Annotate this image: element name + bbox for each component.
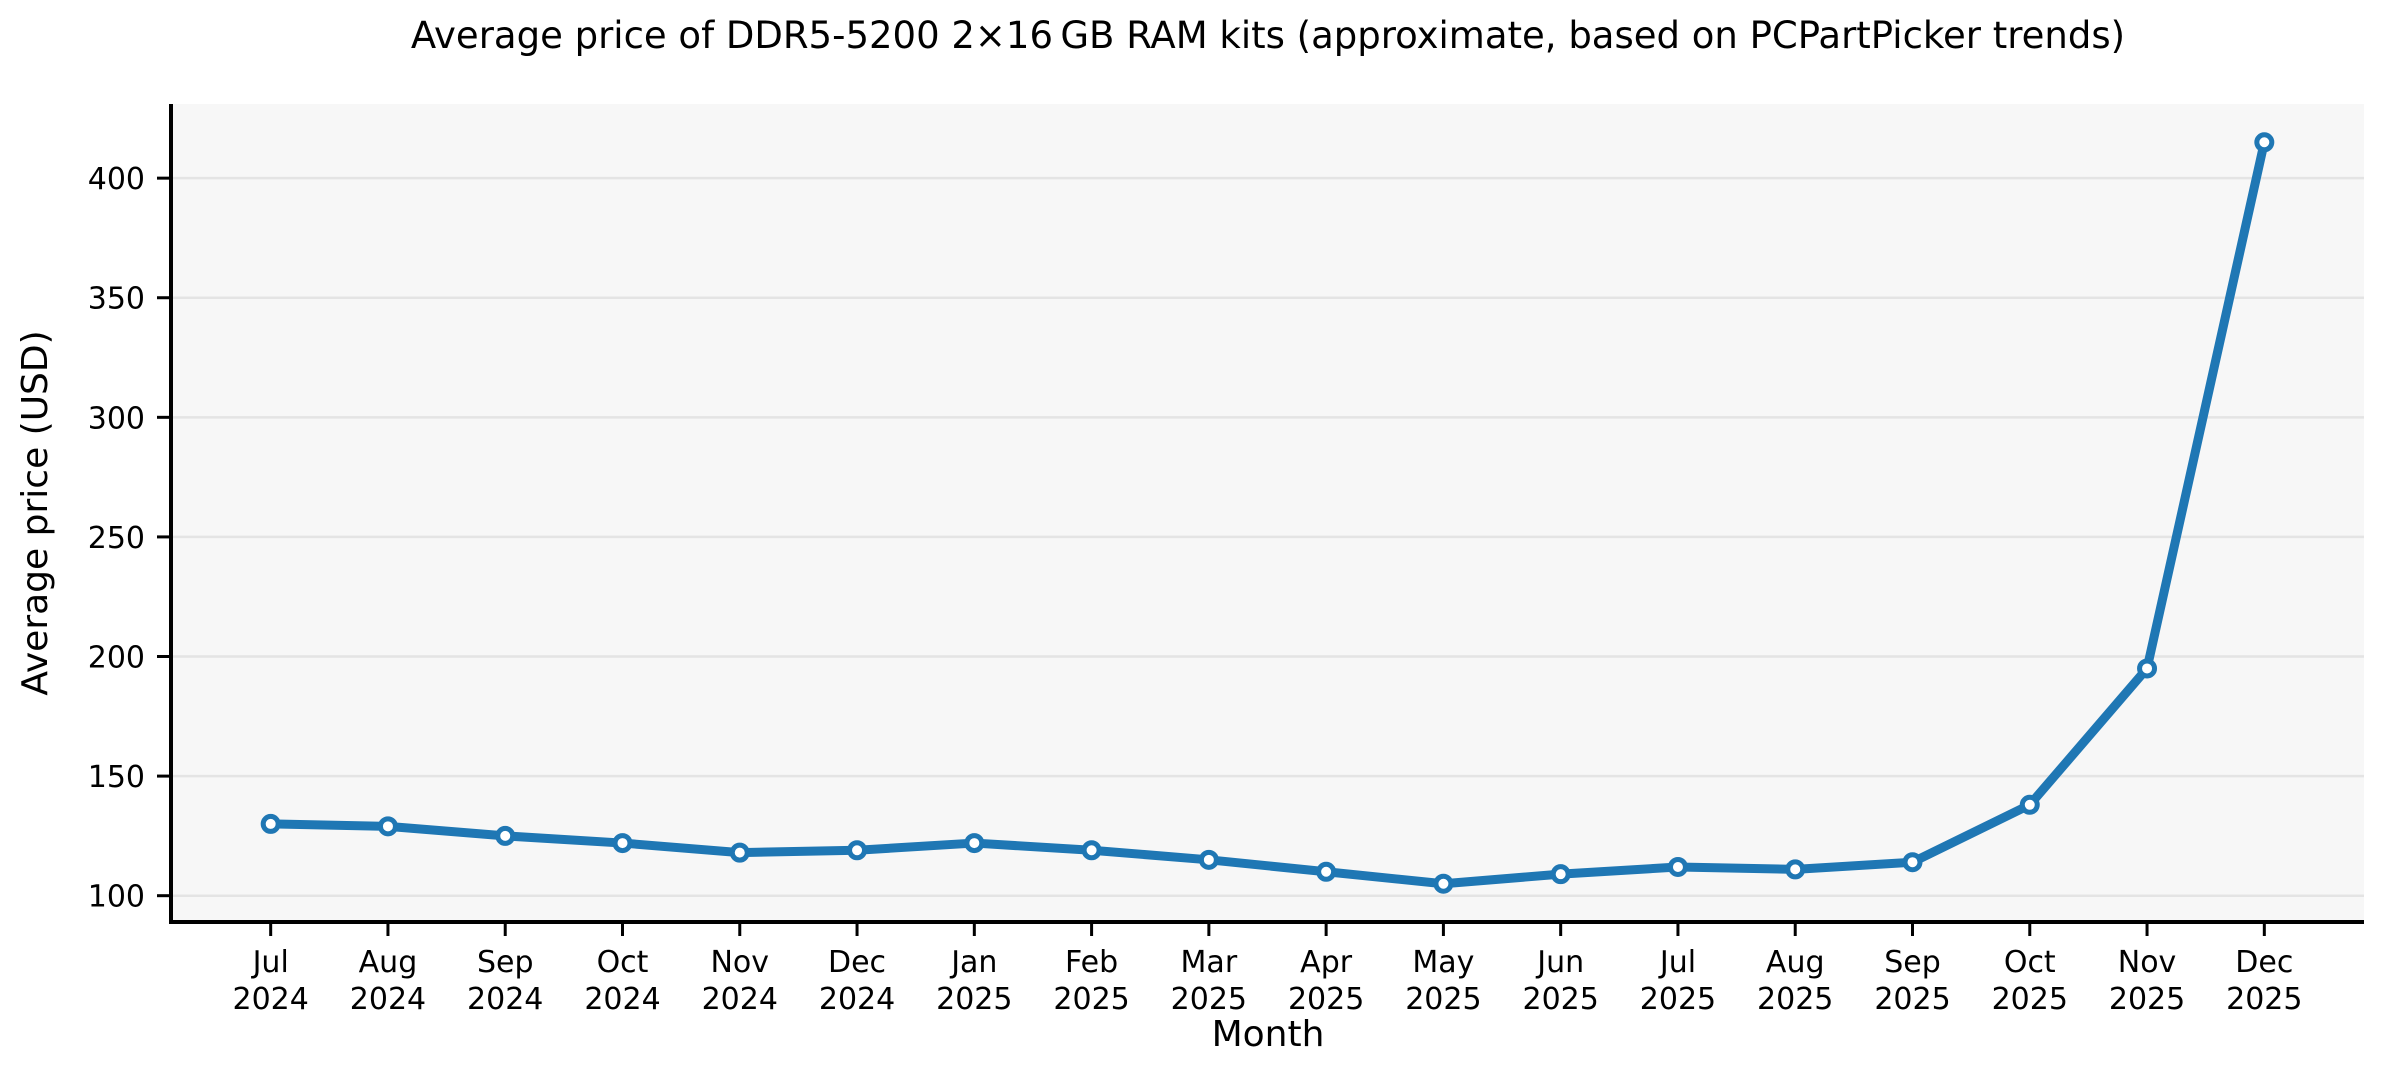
x-tick-label: Aug 2024 [350, 945, 426, 1017]
y-tick-label: 250 [88, 521, 145, 556]
chart-title: Average price of DDR5-5200 2×16 GB RAM k… [411, 14, 2125, 57]
x-tick-label: Mar 2025 [1171, 945, 1247, 1017]
x-tick-label: Nov 2024 [702, 945, 778, 1017]
x-tick-label: Oct 2024 [584, 945, 660, 1017]
y-tick-label: 300 [88, 401, 145, 436]
data-point-marker [1902, 852, 1923, 873]
y-tick-label: 100 [88, 880, 145, 915]
x-tick-label: Jan 2025 [936, 945, 1012, 1017]
data-point-marker [1198, 849, 1219, 870]
data-point-marker [495, 825, 516, 846]
data-point-marker [729, 842, 750, 863]
y-axis-title: Average price (USD) [15, 330, 56, 695]
x-tick-label: Jun 2025 [1523, 945, 1599, 1017]
x-tick-label: Feb 2025 [1053, 945, 1129, 1017]
x-tick-label: Nov 2025 [2109, 945, 2185, 1017]
x-tick-label: Dec 2025 [2226, 945, 2302, 1017]
x-tick-label: Jul 2025 [1640, 945, 1716, 1017]
data-point-marker [260, 813, 281, 834]
x-tick-label: Sep 2025 [1874, 945, 1950, 1017]
data-point-marker [1081, 840, 1102, 861]
data-point-marker [2019, 794, 2040, 815]
x-tick-label: May 2025 [1405, 945, 1481, 1017]
gridlines [171, 176, 2364, 897]
y-tick-label: 150 [88, 760, 145, 795]
data-point-marker [847, 840, 868, 861]
data-point-marker [1667, 856, 1688, 877]
axis-spines [169, 104, 2364, 924]
price-line [266, 137, 2269, 889]
data-point-marker [2137, 658, 2158, 679]
x-tick-label: Oct 2025 [1992, 945, 2068, 1017]
x-tick-label: Apr 2025 [1288, 945, 1364, 1017]
data-point-marker [612, 833, 633, 854]
data-point-marker [1550, 864, 1571, 885]
x-axis-title: Month [1212, 1014, 1325, 1055]
tick-labels: 100 150 200 250 300 350 400 Jul 2024 Aug 2024 Sep 20… [88, 162, 2303, 1017]
x-tick-label: Aug 2025 [1757, 945, 1833, 1017]
y-tick-label: 350 [88, 282, 145, 317]
price-series [260, 132, 2275, 894]
x-tick-label: Sep 2024 [467, 945, 543, 1017]
x-tick-label: Dec 2024 [819, 945, 895, 1017]
data-point-marker [1433, 873, 1454, 894]
data-point-marker [1316, 861, 1337, 882]
y-tick-label: 400 [88, 162, 145, 197]
y-tick-label: 200 [88, 641, 145, 676]
data-point-marker [964, 833, 985, 854]
plot-area [171, 104, 2364, 922]
axis-ticks [157, 176, 2266, 936]
data-point-marker [377, 816, 398, 837]
x-tick-label: Jul 2024 [233, 945, 309, 1017]
data-point-marker [1785, 859, 1806, 880]
data-point-marker [2254, 132, 2275, 153]
